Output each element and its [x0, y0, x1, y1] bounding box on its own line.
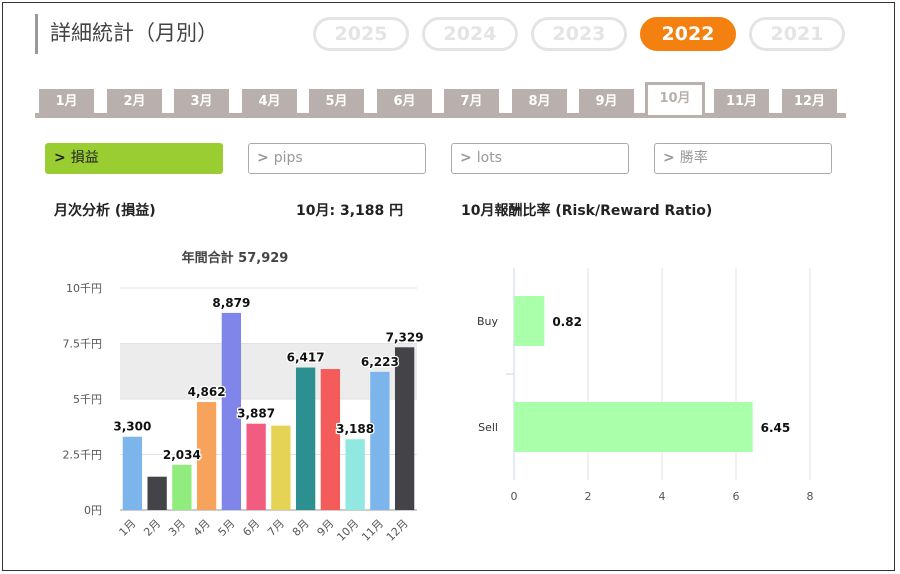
- bar: [295, 367, 316, 510]
- grid: [120, 287, 417, 511]
- month-tab-baseline: [35, 113, 846, 118]
- x-tick-label: 9月: [315, 517, 337, 539]
- bar: [147, 476, 167, 510]
- data-label: 6,223: [361, 355, 399, 369]
- year-button-1[interactable]: 2024: [422, 17, 518, 51]
- x-tick-label: 7月: [265, 517, 287, 539]
- chart-title: 年間合計 57,929: [182, 250, 289, 266]
- data-label: 3,188: [336, 422, 374, 436]
- chevron-right-icon: >: [460, 150, 472, 166]
- data-label: 2,034: [163, 448, 201, 462]
- y-axis-labels: 0円 2.5千円 5千円 7.5千円 10千円: [63, 282, 103, 517]
- data-label: 0.82: [552, 315, 582, 329]
- chevron-right-icon: >: [54, 150, 66, 166]
- month-summary: 10月: 3,188 円: [296, 203, 404, 219]
- metric-button-profit[interactable]: > 損益: [45, 143, 223, 174]
- x-tick-label: 4月: [191, 517, 213, 539]
- bar: [122, 436, 143, 510]
- x-tick-label: 2: [585, 490, 592, 503]
- bar: [394, 347, 415, 510]
- page-title: 詳細統計（月別）: [35, 14, 218, 54]
- category-labels: Buy Sell: [477, 315, 499, 434]
- bar: [320, 369, 341, 510]
- x-tick-label: 0: [511, 490, 518, 503]
- bar: [271, 425, 291, 510]
- x-tick-label: 8: [807, 490, 814, 503]
- x-tick-label: 6: [733, 490, 740, 503]
- plot-band: [120, 343, 417, 399]
- metric-button-pips[interactable]: > pips: [248, 143, 426, 174]
- metric-button-winrate[interactable]: > 勝率: [654, 143, 832, 174]
- bar: [172, 464, 192, 510]
- data-label: 3,887: [237, 407, 275, 421]
- x-tick-label: 11月: [359, 517, 386, 544]
- tab-month-11[interactable]: 11月: [714, 89, 769, 115]
- data-label: 8,879: [212, 296, 250, 310]
- x-tick-label: 10月: [334, 517, 361, 544]
- x-tick-label: 4: [659, 490, 666, 503]
- bar: [514, 402, 753, 452]
- year-button-0[interactable]: 2025: [313, 17, 409, 51]
- tab-month-4[interactable]: 4月: [242, 89, 297, 115]
- x-tick-label: 1月: [117, 517, 139, 539]
- year-button-4[interactable]: 2021: [749, 17, 845, 51]
- risk-reward-chart: 0.82 6.45 Buy Sell 0 2 4 6 8: [477, 268, 814, 503]
- y-tick-label: 5千円: [73, 393, 102, 406]
- chevron-right-icon: >: [663, 150, 675, 166]
- tab-month-10[interactable]: 10月: [645, 82, 705, 115]
- tab-month-5[interactable]: 5月: [309, 89, 364, 115]
- metric-button-lots[interactable]: > lots: [451, 143, 629, 174]
- bars: 0.82 6.45: [514, 296, 790, 452]
- tab-month-8[interactable]: 8月: [512, 89, 567, 115]
- tab-month-3[interactable]: 3月: [174, 89, 229, 115]
- y-tick-label: 0円: [84, 504, 102, 517]
- tab-month-1[interactable]: 1月: [39, 89, 94, 115]
- x-axis-labels: 0 2 4 6 8: [511, 490, 814, 503]
- x-tick-label: 12月: [384, 517, 411, 544]
- metric-button-label: 損益: [70, 150, 99, 166]
- metric-button-label: pips: [273, 150, 303, 166]
- data-label: 4,862: [188, 385, 226, 399]
- data-label: 6,417: [287, 351, 325, 365]
- data-label: 3,300: [113, 420, 151, 434]
- metric-button-label: lots: [476, 150, 502, 166]
- metric-button-label: 勝率: [679, 150, 708, 166]
- category-label: Sell: [478, 421, 498, 434]
- data-labels: 3,300 2,034 4,862 8,879 3,887 6,417 3,188 6,223…: [112, 295, 425, 463]
- bar: [345, 439, 365, 510]
- x-tick-label: 6月: [240, 517, 262, 539]
- tab-month-7[interactable]: 7月: [444, 89, 499, 115]
- x-tick-label: 3月: [166, 517, 188, 539]
- tab-month-9[interactable]: 9月: [579, 89, 634, 115]
- y-tick-label: 10千円: [66, 282, 102, 295]
- bar: [196, 402, 217, 510]
- category-label: Buy: [477, 315, 499, 328]
- year-button-3[interactable]: 2022: [640, 17, 736, 51]
- x-tick-label: 2月: [141, 517, 163, 539]
- tab-month-6[interactable]: 6月: [377, 89, 432, 115]
- tab-month-12[interactable]: 12月: [782, 89, 837, 115]
- x-tick-label: 5月: [216, 517, 238, 539]
- ratio-title: 10月報酬比率 (Risk/Reward Ratio): [461, 203, 713, 219]
- bar: [221, 312, 242, 510]
- data-label: 6.45: [761, 421, 791, 435]
- bars: [122, 312, 415, 510]
- monthly-analysis-title: 月次分析 (損益): [54, 203, 156, 219]
- bar: [246, 423, 266, 510]
- tab-month-2[interactable]: 2月: [107, 89, 162, 115]
- y-tick-label: 7.5千円: [63, 338, 103, 351]
- bar: [514, 296, 545, 346]
- bar: [370, 371, 390, 510]
- y-tick-label: 2.5千円: [63, 449, 103, 462]
- x-tick-label: 8月: [290, 517, 312, 539]
- chevron-right-icon: >: [257, 150, 269, 166]
- year-button-2[interactable]: 2023: [531, 17, 627, 51]
- data-label: 7,329: [386, 330, 424, 344]
- monthly-profit-chart: 3,300 2,034 4,862 8,879 3,887 6,417 3,188 6,223…: [63, 250, 425, 544]
